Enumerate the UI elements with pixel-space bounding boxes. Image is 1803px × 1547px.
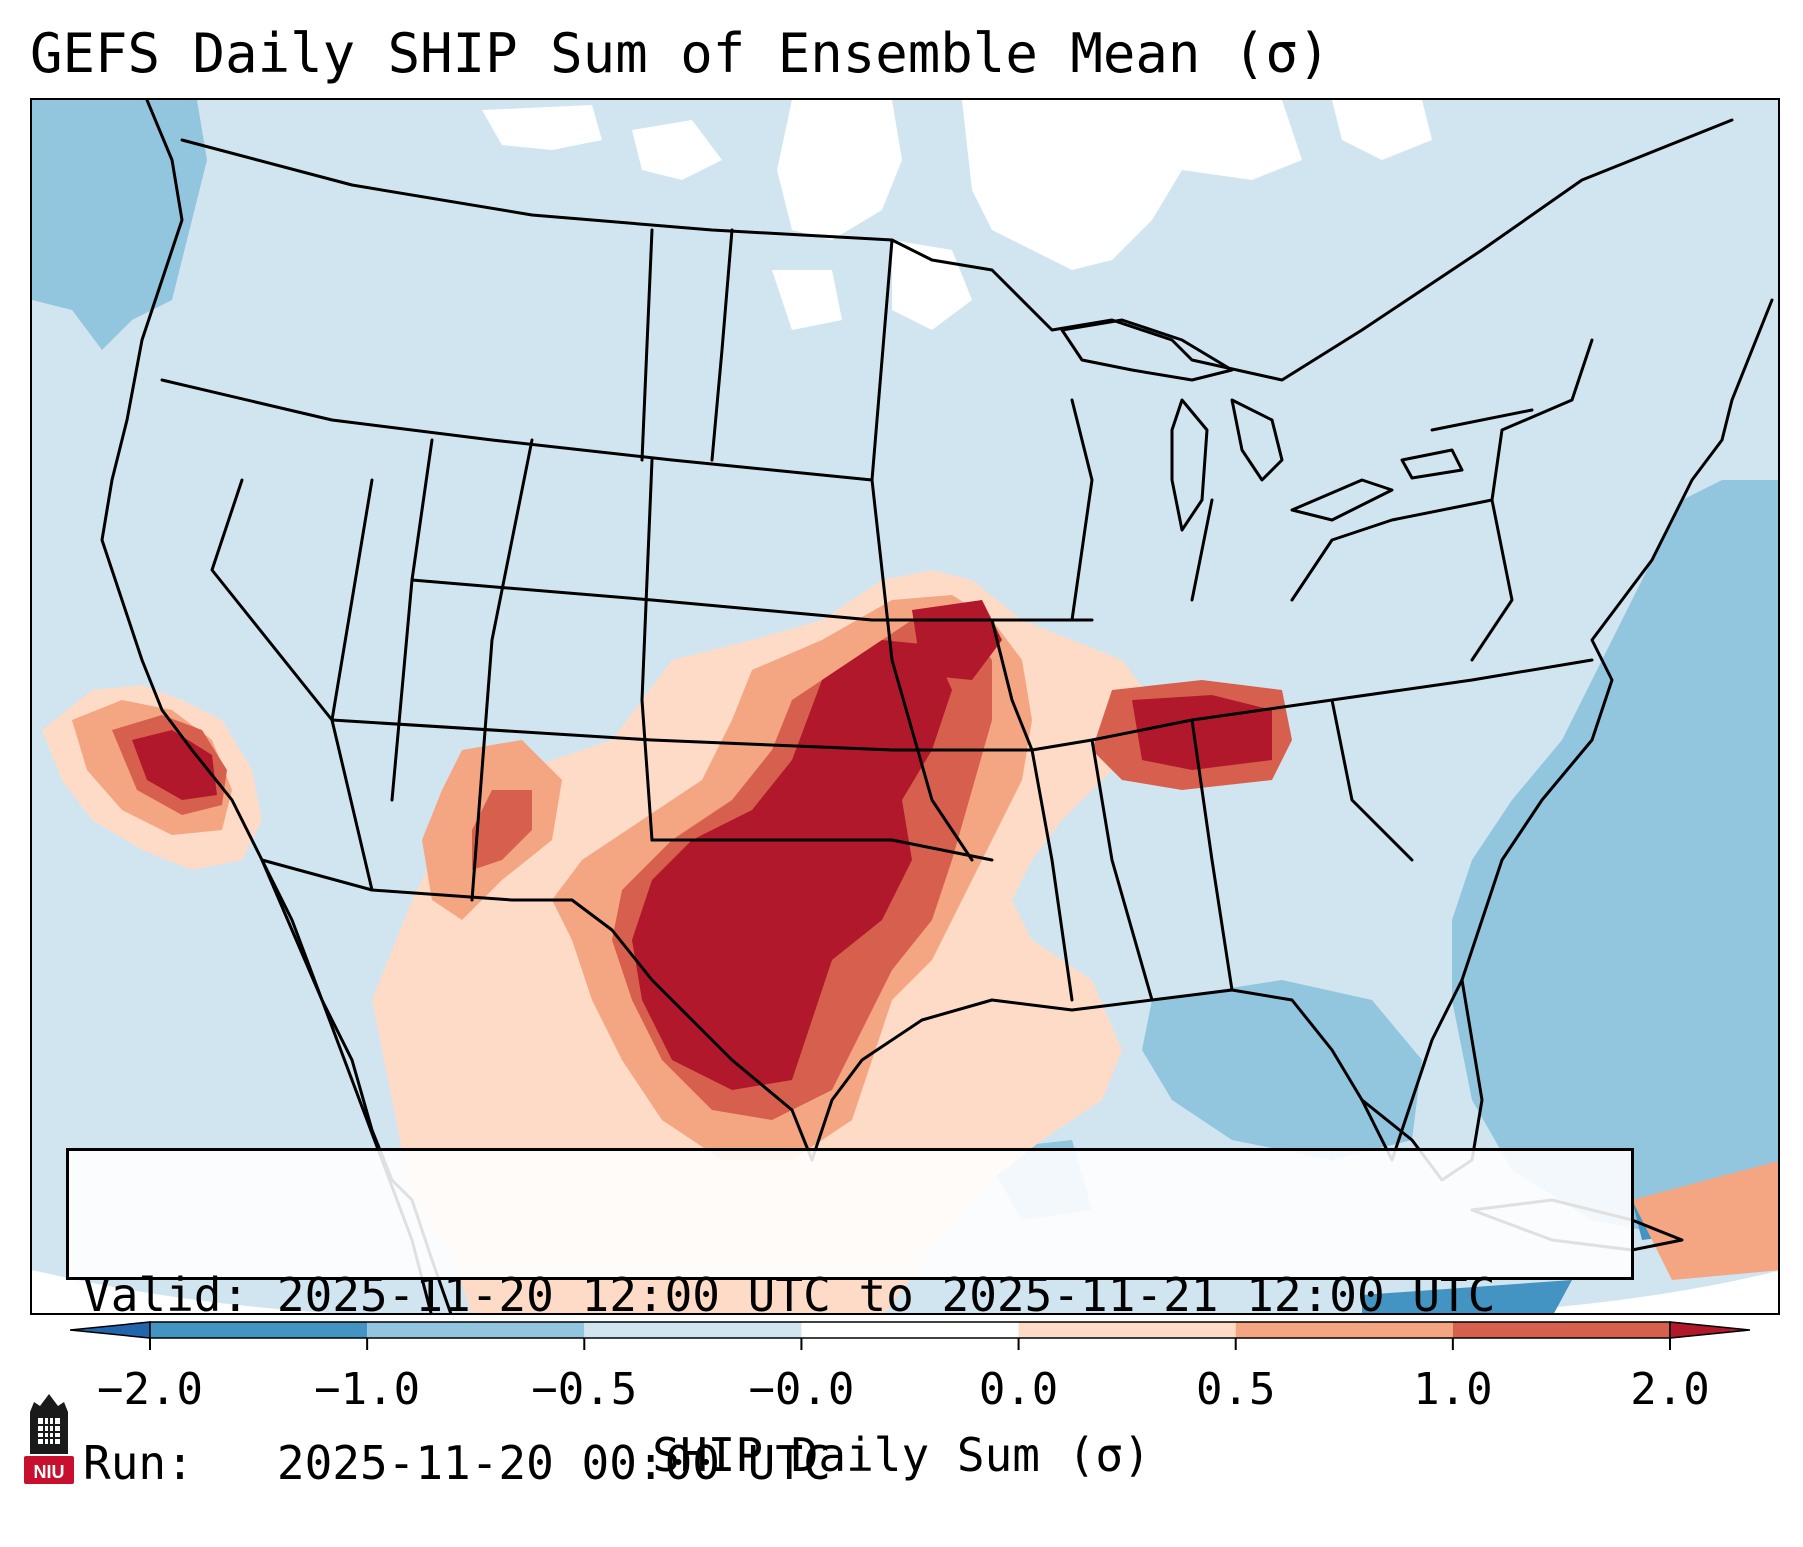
lake-ontario [1400,448,1464,480]
map-panel [30,98,1780,1315]
atlantic-negative [1452,480,1778,1240]
colorbar-tick-label-6: 1.0 [1413,1364,1493,1415]
us-mexico-border [260,858,814,1162]
state-lines-central [330,228,1094,862]
atlantic-coast [1480,298,1774,922]
colorbar-bin-1 [367,1322,585,1338]
valid-line: Valid: 2025-11-20 12:00 UTC to 2025-11-2… [83,1267,1631,1323]
colorbar-under-extension [70,1321,151,1339]
california-extreme-positive [132,730,217,800]
colorbar-tick-label-0: −2.0 [97,1364,203,1415]
run-line: Run: 2025-11-20 00:00 UTC [83,1435,1631,1491]
logo-window-grid [38,1418,60,1444]
colorbar-tick-label-7: 2.0 [1630,1364,1710,1415]
map-title: GEFS Daily SHIP Sum of Ensemble Mean (σ) [30,22,1331,85]
colorbar-over-extension [1669,1321,1750,1339]
colorbar-tick-label-1: −1.0 [314,1364,421,1415]
domain-edge-bottom-left [32,1270,331,1313]
valid-value: 2025-11-20 12:00 UTC to 2025-11-21 12:00… [276,1268,1496,1322]
canada-white-1 [962,100,1302,270]
colorbar-tick-label-2: −0.5 [531,1364,638,1415]
colorbar-tick-label-5: 0.5 [1195,1364,1276,1415]
colorbar-bin-4 [1018,1322,1236,1338]
new-mexico-strong [472,790,532,870]
bottom-strong-negative [1362,1280,1572,1313]
colorbar-bin-2 [584,1322,802,1338]
colorbar-tick-label-4: 0.0 [978,1364,1059,1415]
west-coast [100,100,433,1313]
run-value: 2025-11-20 00:00 UTC [276,1436,831,1490]
map-canvas [32,100,1778,1313]
pacific-negative [32,100,207,350]
gulf-negative [1142,980,1422,1160]
logo-text: NIU [34,1462,65,1482]
tennessee-core [1132,695,1272,770]
us-canada-border [180,118,1734,382]
colorbar-label: SHIP Daily Sum (σ) [652,1428,1151,1482]
texas-extreme-positive [632,640,952,1090]
lake-erie [1290,478,1394,522]
colorbar-bin-6 [1452,1322,1670,1338]
colorbar [70,1321,1750,1350]
colorbar-tick-label-3: −0.0 [748,1364,855,1415]
logo-banner [24,1456,74,1484]
quebec-white [1332,100,1432,160]
lake-huron [1230,398,1284,482]
boundary-lines [100,100,1774,1313]
canada-white-4 [632,120,722,180]
colorbar-bin-0 [150,1322,368,1338]
domain-edge-bottom-right [1477,1270,1778,1313]
valid-label: Valid: [83,1268,250,1322]
lake-michigan [1170,398,1209,532]
canada-white-3 [482,105,602,150]
lake-superior [1060,318,1234,382]
colorbar-outline [149,1321,1671,1339]
bay-positive [1632,1161,1778,1280]
colorbar-bin-5 [1235,1322,1453,1338]
valid-run-info-box: Valid: 2025-11-20 12:00 UTC to 2025-11-2… [66,1148,1634,1490]
canada-white-2 [777,100,902,240]
run-label: Run: [83,1436,194,1490]
gulf-coast [810,918,1484,1162]
dakota-white [772,270,842,330]
colorbar-bin-3 [801,1322,1019,1338]
state-lines-east [990,338,1594,1002]
niu-logo: NIU [24,1394,74,1484]
